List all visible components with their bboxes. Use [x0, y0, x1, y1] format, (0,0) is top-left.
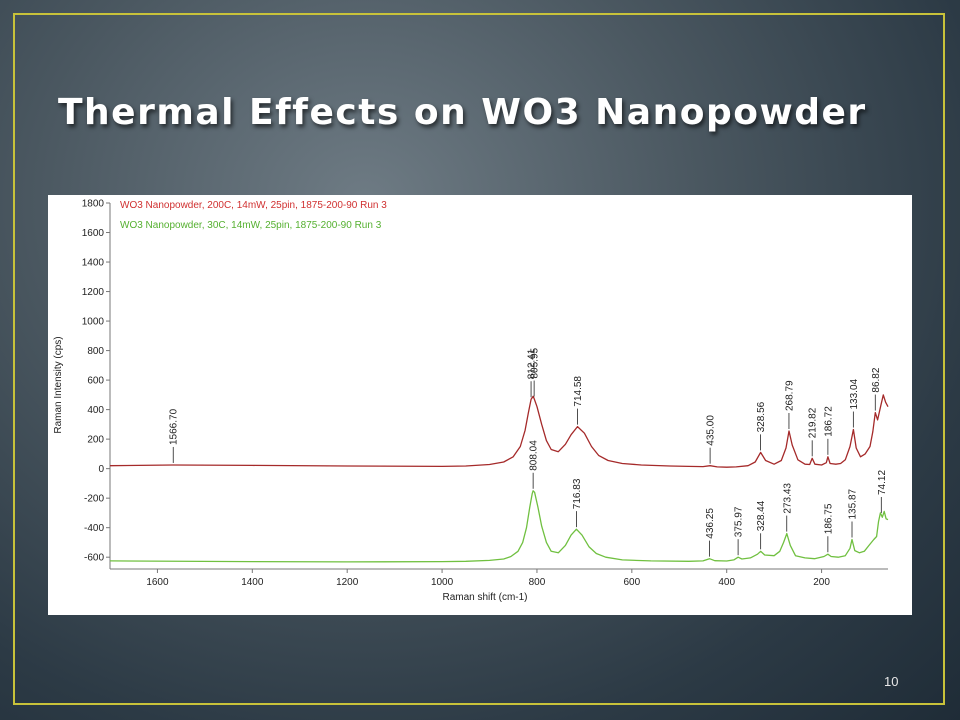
y-tick-label: 200	[87, 435, 104, 446]
y-tick-label: -400	[84, 523, 104, 534]
legend-entry-30c: WO3 Nanopowder, 30C, 14mW, 25pin, 1875-2…	[120, 220, 382, 231]
y-axis-ticks: 1800 1600 1400 1200 1000 800 600 400 200 0 -200 -40…	[82, 199, 110, 564]
peak-label-200c: 219.82	[808, 407, 819, 438]
chart-svg: 1800 1600 1400 1200 1000 800 600 400 200 0 -200 -40…	[53, 199, 889, 603]
x-tick-label: 800	[529, 577, 546, 588]
y-tick-label: 1400	[82, 258, 105, 269]
x-tick-label: 200	[813, 577, 830, 588]
x-tick-label: 1600	[146, 577, 169, 588]
y-tick-label: 800	[87, 346, 104, 357]
x-tick-label: 1400	[241, 577, 264, 588]
peak-label-200c: 435.00	[706, 415, 717, 446]
y-tick-label: 600	[87, 376, 104, 387]
x-axis-label: Raman shift (cm-1)	[442, 592, 527, 603]
peak-label-200c: 133.04	[849, 378, 860, 409]
series-group	[109, 394, 889, 563]
peak-label-200c: 86.82	[871, 367, 882, 392]
peak-label-30c: 74.12	[877, 470, 888, 495]
peak-label-200c: 805.95	[530, 347, 541, 378]
peak-label-30c: 186.75	[823, 503, 834, 534]
legend-entry-200c: WO3 Nanopowder, 200C, 14mW, 25pin, 1875-…	[120, 200, 387, 211]
peak-label-30c: 273.43	[782, 483, 793, 514]
x-axis-ticks: 1600 1400 1200 1000 800 600 400 200	[146, 569, 830, 588]
peak-label-200c: 812.41	[527, 348, 538, 379]
raman-chart: 1800 1600 1400 1200 1000 800 600 400 200 0 -200 -40…	[48, 195, 912, 615]
x-tick-label: 1200	[336, 577, 359, 588]
peak-label-30c: 716.83	[572, 478, 583, 509]
peak-label-200c: 328.56	[756, 401, 767, 432]
y-tick-label: 400	[87, 405, 104, 416]
y-tick-label: -600	[84, 553, 104, 564]
peak-label-30c: 808.04	[529, 440, 540, 471]
series-line-200c	[109, 394, 889, 468]
peak-label-30c: 436.25	[705, 508, 716, 539]
peak-label-200c: 714.58	[573, 376, 584, 407]
y-tick-label: 1800	[82, 199, 105, 210]
y-axis-label: Raman Intensity (cps)	[53, 336, 64, 433]
peak-label-200c: 1566.70	[169, 408, 180, 445]
x-tick-label: 600	[623, 577, 640, 588]
slide-frame	[13, 13, 945, 705]
series-line-30c	[109, 490, 889, 563]
y-tick-label: 0	[98, 464, 104, 475]
y-tick-label: -200	[84, 494, 104, 505]
page-number: 10	[884, 674, 899, 689]
peak-label-30c: 328.44	[756, 500, 767, 531]
peak-label-200c: 186.72	[823, 406, 834, 437]
x-tick-label: 1000	[431, 577, 454, 588]
slide-title: Thermal Effects on WO3 Nanopowder	[58, 92, 867, 133]
x-tick-label: 400	[718, 577, 735, 588]
y-tick-label: 1200	[82, 287, 105, 298]
peak-label-30c: 375.97	[734, 506, 745, 537]
y-tick-label: 1000	[82, 317, 105, 328]
y-tick-label: 1600	[82, 228, 105, 239]
peak-label-200c: 268.79	[785, 380, 796, 411]
peak-label-30c: 135.87	[848, 488, 859, 519]
